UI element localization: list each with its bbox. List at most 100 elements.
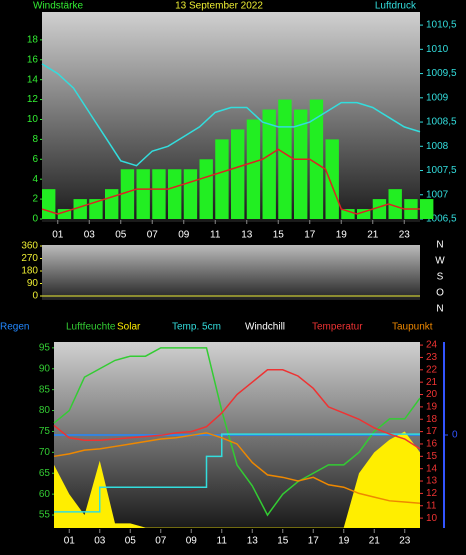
y2-tick-label: 1008 [426,141,449,152]
y2-tick-label: 1010,5 [426,20,457,31]
bar [57,209,72,219]
bar [42,189,56,219]
legend-label: Regen [0,322,29,333]
bar [168,169,182,219]
line [54,433,420,513]
y2-tick-label: 14 [426,463,438,474]
x-tick-label: 23 [399,536,411,547]
x-tick-label: 05 [125,536,137,547]
x-tick-label: 23 [399,230,411,241]
x-tick-label: 21 [367,230,379,241]
x-tick-label: 13 [247,536,259,547]
y2-tick-label: 20 [426,389,438,400]
y2-tick-label: 24 [426,340,438,351]
x-tick-label: 09 [186,536,198,547]
y-tick-label: 65 [39,468,51,479]
y2-tick-label: 1009 [426,92,449,103]
bar [388,189,402,219]
chart-title: 13 September 2022 [175,1,263,12]
y-tick-label: 0 [32,214,38,225]
y2-tick-label: 10 [426,513,438,524]
direction-label: W [435,256,445,267]
x-tick-label: 19 [338,536,350,547]
line [41,148,420,215]
y-tick-label: 70 [39,447,51,458]
x-tick-label: 07 [155,536,167,547]
x-tick-label: 17 [304,230,316,241]
bar [89,199,103,219]
y-axis-label: Windstärke [33,1,83,12]
legend-label: Luftfeuchte [66,322,116,333]
y2-tick-label: 21 [426,377,438,388]
y2-tick-label: 19 [426,402,438,413]
direction-label: S [437,272,444,283]
line [41,63,421,167]
y-tick-label: 14 [27,74,39,85]
x-tick-label: 03 [84,230,96,241]
legend-label: Solar [117,322,141,333]
y2-tick-label: 1010 [426,44,449,55]
x-tick-label: 15 [277,536,289,547]
legend-label: Taupunkt [392,322,433,333]
y-tick-label: 180 [21,266,38,277]
x-tick-label: 07 [147,230,159,241]
y2-axis-label: Luftdruck [375,1,417,12]
y-tick-label: 8 [32,134,38,145]
x-tick-label: 01 [64,536,76,547]
y-tick-label: 85 [39,384,51,395]
y-tick-label: 80 [39,405,51,416]
bar [215,139,229,219]
y2-tick-label: 1009,5 [426,68,457,79]
x-tick-label: 11 [210,230,221,241]
y-tick-label: 55 [39,510,51,521]
bar [357,209,371,219]
bar [231,129,245,219]
y2-tick-label: 23 [426,352,438,363]
y-tick-label: 12 [27,94,39,105]
legend-label: Windchill [245,322,285,333]
y-tick-label: 0 [32,291,38,302]
bar [73,199,87,219]
y2-tick-label: 17 [426,426,438,437]
x-tick-label: 15 [273,230,285,241]
bar [372,199,387,219]
bar [199,159,213,219]
legend-label: Temp. 5cm [172,322,221,333]
x-tick-label: 03 [94,536,106,547]
y2-tick-label: 11 [426,500,437,511]
y2-tick-label: 1007 [426,189,449,200]
y-tick-label: 95 [39,342,51,353]
x-tick-label: 05 [115,230,127,241]
x-tick-label: 19 [336,230,348,241]
y-tick-label: 360 [21,241,38,252]
direction-label: O [436,288,444,299]
line [53,432,421,505]
bar [183,169,198,219]
bar [309,99,324,219]
bar [420,199,434,219]
y2-tick-label: 1007,5 [426,165,457,176]
y-tick-label: 2 [32,194,38,205]
bar [262,109,276,219]
x-tick-label: 11 [217,536,228,547]
y-tick-label: 6 [32,154,38,165]
bar [152,169,166,219]
y3-tick-label: 0 [452,430,458,441]
bar [120,169,135,219]
x-tick-label: 21 [369,536,381,547]
y-tick-label: 90 [39,363,51,374]
y-tick-label: 18 [27,35,39,46]
y2-tick-label: 1008,5 [426,117,457,128]
legend-label: Temperatur [312,322,363,333]
direction-label: N [436,240,443,251]
y2-tick-label: 16 [426,439,438,450]
line [53,347,421,517]
bar [325,139,339,219]
bar [294,109,308,219]
y2-tick-label: 12 [426,488,438,499]
bar [105,189,119,219]
y-tick-label: 10 [27,114,39,125]
y-tick-label: 16 [27,54,39,65]
x-tick-label: 13 [241,230,253,241]
